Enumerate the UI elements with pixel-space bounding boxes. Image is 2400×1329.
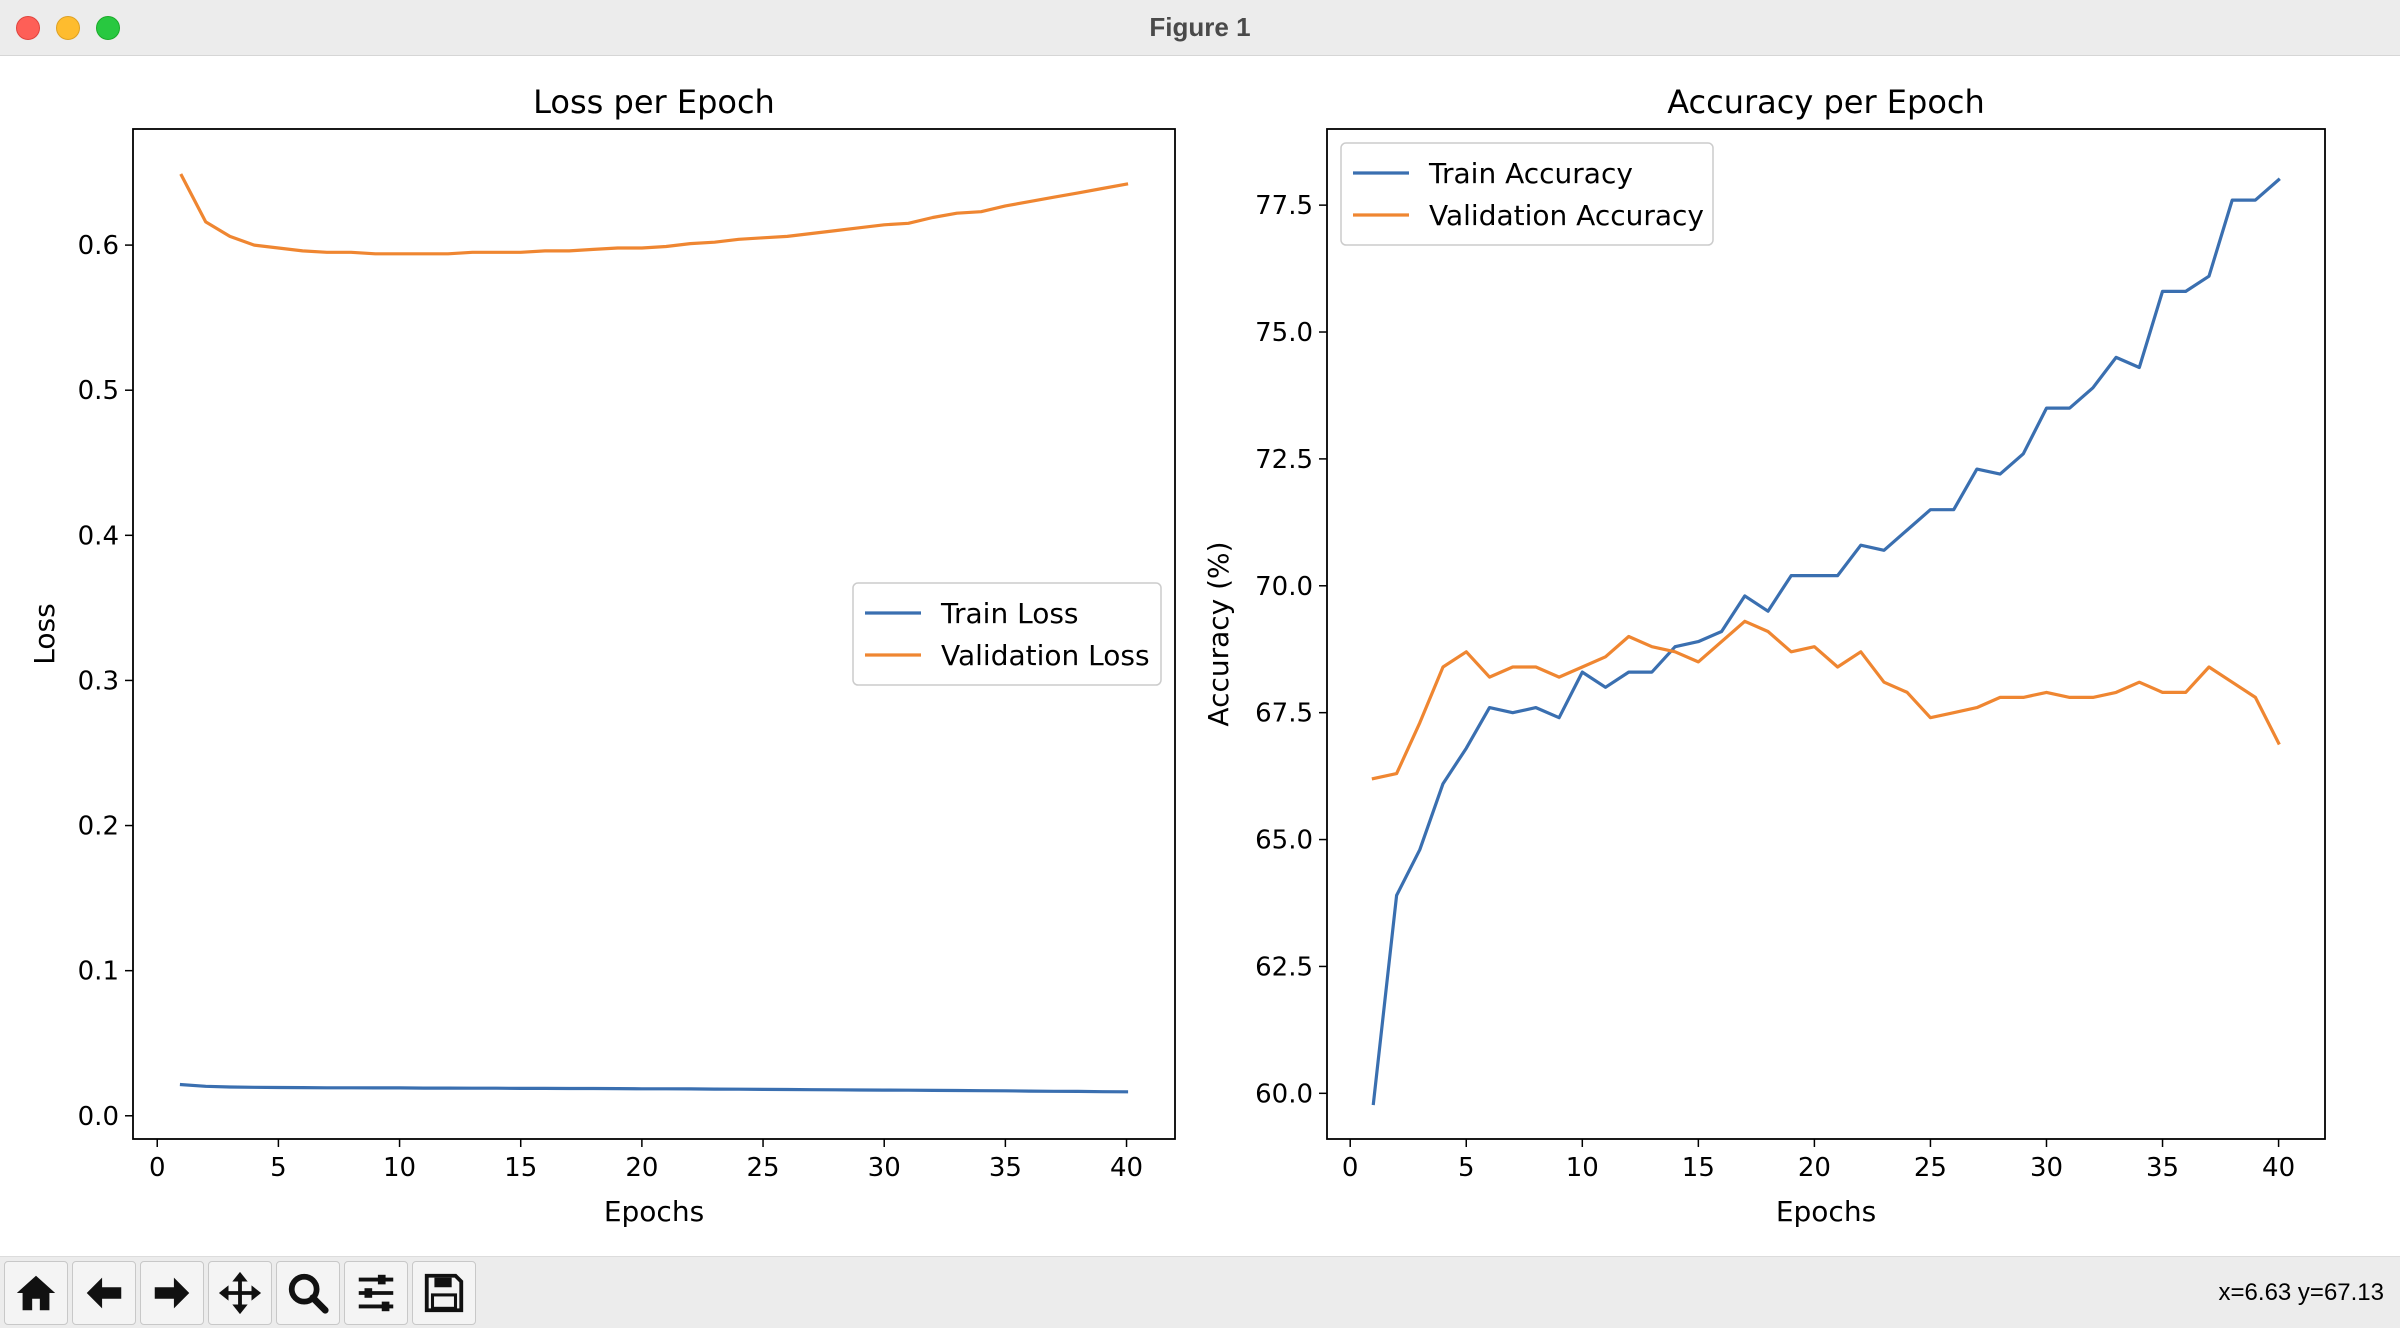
legend-label: Train Loss	[940, 597, 1079, 630]
cursor-coordinates: x=6.63 y=67.13	[2218, 1279, 2384, 1306]
x-tick-label: 35	[2146, 1153, 2179, 1183]
forward-button[interactable]	[140, 1261, 204, 1325]
x-tick-label: 15	[504, 1153, 537, 1183]
train-series-line	[1371, 177, 2281, 1106]
x-tick-label: 35	[989, 1153, 1022, 1183]
x-tick-label: 0	[1342, 1153, 1359, 1183]
y-tick-label: 60.0	[1255, 1079, 1313, 1109]
chart-title: Loss per Epoch	[533, 83, 775, 121]
save-button[interactable]	[412, 1261, 476, 1325]
y-tick-label: 0.3	[78, 666, 119, 696]
axes-frame	[132, 128, 1176, 1140]
y-tick-label: 62.5	[1255, 952, 1313, 982]
x-tick-label: 30	[868, 1153, 901, 1183]
x-tick-label: 10	[1566, 1153, 1599, 1183]
x-tick-label: 20	[1798, 1153, 1831, 1183]
x-tick-label: 20	[625, 1153, 658, 1183]
y-tick-label: 65.0	[1255, 826, 1313, 856]
pan-button[interactable]	[208, 1261, 272, 1325]
x-tick-label: 30	[2030, 1153, 2063, 1183]
y-tick-label: 77.5	[1255, 191, 1313, 221]
legend-label: Validation Accuracy	[1429, 199, 1704, 232]
configure-subplots-button[interactable]	[344, 1261, 408, 1325]
move-arrows-icon	[218, 1271, 262, 1315]
y-axis-label: Loss	[28, 603, 61, 664]
y-tick-label: 72.5	[1255, 445, 1313, 475]
x-tick-label: 5	[1458, 1153, 1475, 1183]
y-tick-label: 0.1	[78, 957, 119, 987]
window-titlebar: Figure 1	[0, 0, 2400, 56]
floppy-disk-icon	[424, 1273, 464, 1313]
close-window-button[interactable]	[16, 16, 40, 40]
y-tick-label: 0.2	[78, 812, 119, 842]
x-tick-label: 40	[1110, 1153, 1143, 1183]
x-tick-label: 10	[383, 1153, 416, 1183]
y-tick-label: 0.0	[78, 1102, 119, 1132]
validation-series-line	[1371, 619, 2281, 781]
plots-svg: Loss per Epoch 0 5 10 15 20 25 30 35 40 0.0 0.1 0.2 0…	[28, 83, 2326, 1228]
legend-label: Train Accuracy	[1428, 157, 1633, 190]
y-tick-label: 75.0	[1255, 318, 1313, 348]
train-series-line	[179, 1082, 1129, 1094]
navigation-toolbar: x=6.63 y=67.13	[0, 1256, 2400, 1328]
home-icon	[16, 1275, 56, 1311]
validation-series-line	[179, 173, 1129, 256]
arrow-left-icon	[86, 1277, 122, 1309]
y-tick-label: 0.4	[78, 521, 119, 551]
home-button[interactable]	[4, 1261, 68, 1325]
back-button[interactable]	[72, 1261, 136, 1325]
chart-title: Accuracy per Epoch	[1667, 83, 1985, 121]
x-axis-label: Epochs	[1776, 1195, 1876, 1228]
x-tick-label: 25	[746, 1153, 779, 1183]
window-title: Figure 1	[1149, 12, 1251, 42]
figure-canvas[interactable]: Loss per Epoch 0 5 10 15 20 25 30 35 40 0.0 0.1 0.2 0…	[0, 56, 2400, 1256]
magnifier-icon	[288, 1273, 329, 1314]
y-tick-label: 0.5	[78, 376, 119, 406]
axes-frame	[1326, 128, 2326, 1140]
maximize-window-button[interactable]	[96, 16, 120, 40]
x-axis-label: Epochs	[604, 1195, 704, 1228]
x-tick-label: 5	[270, 1153, 287, 1183]
minimize-window-button[interactable]	[56, 16, 80, 40]
x-tick-label: 25	[1914, 1153, 1947, 1183]
sliders-icon	[358, 1274, 394, 1312]
y-tick-label: 70.0	[1255, 572, 1313, 602]
y-tick-label: 67.5	[1255, 699, 1313, 729]
y-tick-label: 0.6	[78, 231, 119, 261]
legend-box	[852, 582, 1162, 686]
legend-label: Validation Loss	[941, 639, 1150, 672]
x-tick-label: 15	[1682, 1153, 1715, 1183]
y-axis-label: Accuracy (%)	[1202, 541, 1235, 726]
x-tick-label: 40	[2262, 1153, 2295, 1183]
zoom-button[interactable]	[276, 1261, 340, 1325]
legend-box	[1340, 142, 1714, 246]
x-tick-label: 0	[149, 1153, 166, 1183]
arrow-right-icon	[154, 1277, 190, 1309]
